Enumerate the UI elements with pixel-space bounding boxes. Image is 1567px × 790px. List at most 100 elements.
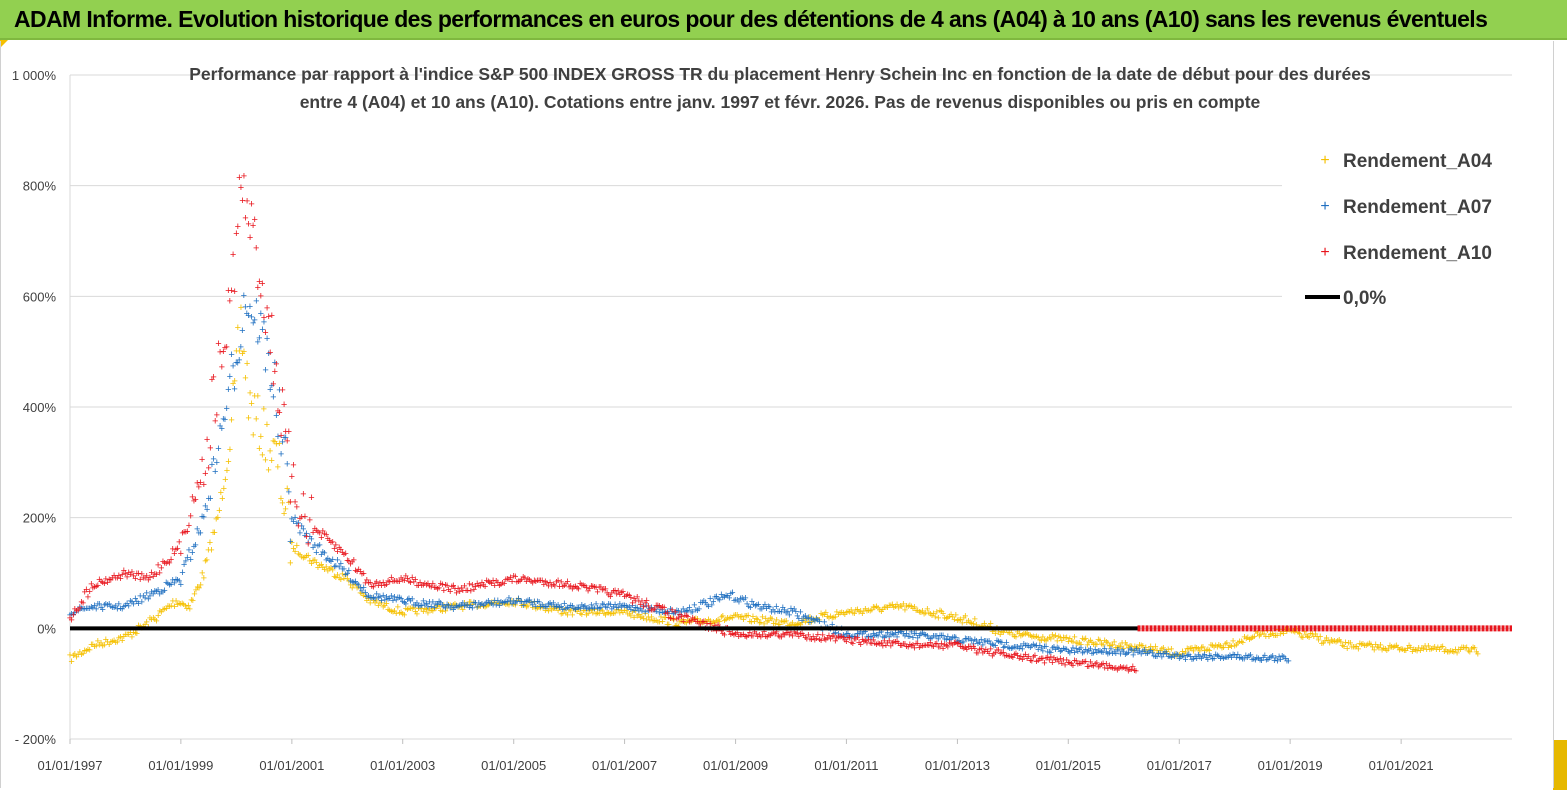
data-point: + bbox=[878, 606, 884, 618]
data-point: + bbox=[626, 602, 632, 614]
data-point: + bbox=[466, 579, 472, 591]
data-point: + bbox=[81, 587, 87, 599]
data-point: + bbox=[447, 600, 453, 612]
data-point: + bbox=[639, 596, 645, 608]
data-point: + bbox=[1231, 641, 1237, 653]
data-point: + bbox=[1216, 640, 1222, 652]
data-point: + bbox=[883, 602, 889, 614]
data-point: + bbox=[831, 612, 837, 624]
data-point: + bbox=[827, 611, 833, 623]
data-point: + bbox=[536, 602, 542, 614]
data-point: + bbox=[1103, 637, 1109, 649]
data-point: + bbox=[1068, 636, 1074, 648]
data-point: + bbox=[230, 378, 236, 390]
data-point: + bbox=[213, 514, 219, 526]
data-point: + bbox=[854, 628, 860, 640]
data-point: + bbox=[1081, 656, 1087, 668]
data-point: + bbox=[1384, 645, 1390, 657]
data-point: + bbox=[377, 591, 383, 603]
data-point: + bbox=[68, 656, 74, 668]
data-point: + bbox=[1248, 633, 1254, 645]
data-point: + bbox=[593, 609, 599, 621]
data-point: + bbox=[886, 632, 892, 644]
data-point: + bbox=[739, 592, 745, 604]
data-point: + bbox=[607, 599, 613, 611]
data-point: + bbox=[585, 586, 591, 598]
data-point: + bbox=[1131, 665, 1137, 677]
data-point: + bbox=[279, 498, 285, 510]
data-point: + bbox=[770, 618, 776, 630]
data-point: + bbox=[452, 602, 458, 614]
data-point: + bbox=[910, 632, 916, 644]
data-point: + bbox=[764, 616, 770, 628]
data-point: + bbox=[736, 597, 742, 609]
data-point: + bbox=[1030, 631, 1036, 643]
data-point: + bbox=[1038, 643, 1044, 655]
data-point: + bbox=[1057, 632, 1063, 644]
data-point: + bbox=[1033, 656, 1039, 668]
data-point: + bbox=[1043, 641, 1049, 653]
data-point: + bbox=[560, 608, 566, 620]
data-point: + bbox=[1041, 658, 1047, 670]
data-point: + bbox=[1019, 643, 1025, 655]
data-point: + bbox=[1412, 645, 1418, 657]
data-point: + bbox=[158, 563, 164, 575]
data-point: + bbox=[70, 609, 76, 621]
data-point: + bbox=[776, 606, 782, 618]
data-point: + bbox=[256, 333, 262, 345]
data-point: + bbox=[434, 584, 440, 596]
data-point: + bbox=[705, 614, 711, 626]
data-point: + bbox=[1084, 647, 1090, 659]
data-point: + bbox=[797, 620, 803, 632]
data-point: + bbox=[1113, 648, 1119, 660]
data-point: + bbox=[480, 600, 486, 612]
data-point: + bbox=[264, 303, 270, 315]
data-point: + bbox=[346, 556, 352, 568]
data-point: + bbox=[1243, 633, 1249, 645]
data-point: + bbox=[888, 600, 894, 612]
data-point: + bbox=[1205, 654, 1211, 666]
data-point: + bbox=[954, 636, 960, 648]
data-point: + bbox=[850, 638, 856, 650]
data-point: + bbox=[1282, 653, 1288, 665]
data-point: + bbox=[275, 431, 281, 443]
data-point: + bbox=[623, 600, 629, 612]
data-point: + bbox=[191, 541, 197, 553]
data-point: + bbox=[1078, 658, 1084, 670]
data-point: + bbox=[1105, 638, 1111, 650]
data-point: + bbox=[1018, 651, 1024, 663]
x-tick-label: 01/01/2009 bbox=[703, 758, 768, 773]
data-point: + bbox=[1288, 625, 1294, 637]
data-point: + bbox=[214, 409, 220, 421]
data-point: + bbox=[1095, 645, 1101, 657]
data-point: + bbox=[163, 603, 169, 615]
data-point: + bbox=[848, 637, 854, 649]
data-point: + bbox=[596, 603, 602, 615]
data-point: + bbox=[1390, 642, 1396, 654]
data-point: + bbox=[121, 565, 127, 577]
data-point: + bbox=[422, 600, 428, 612]
data-point: + bbox=[407, 577, 413, 589]
data-point: + bbox=[545, 606, 551, 618]
data-point: + bbox=[312, 555, 318, 567]
data-point: + bbox=[1056, 656, 1062, 668]
data-point: + bbox=[1271, 655, 1277, 667]
data-point: + bbox=[225, 285, 231, 297]
data-point: + bbox=[108, 637, 114, 649]
data-point: + bbox=[1010, 629, 1016, 641]
data-point: + bbox=[1048, 647, 1054, 659]
data-point: + bbox=[593, 582, 599, 594]
data-point: + bbox=[231, 376, 237, 388]
data-point: + bbox=[780, 617, 786, 629]
data-point: + bbox=[207, 493, 213, 505]
data-point: + bbox=[217, 420, 223, 432]
data-point: + bbox=[282, 432, 288, 444]
data-point: + bbox=[385, 604, 391, 616]
data-point: + bbox=[1252, 655, 1258, 667]
data-point: + bbox=[861, 636, 867, 648]
data-point: + bbox=[346, 576, 352, 588]
data-point: + bbox=[305, 550, 311, 562]
data-point: + bbox=[594, 587, 600, 599]
data-point: + bbox=[894, 632, 900, 644]
data-point: + bbox=[577, 578, 583, 590]
